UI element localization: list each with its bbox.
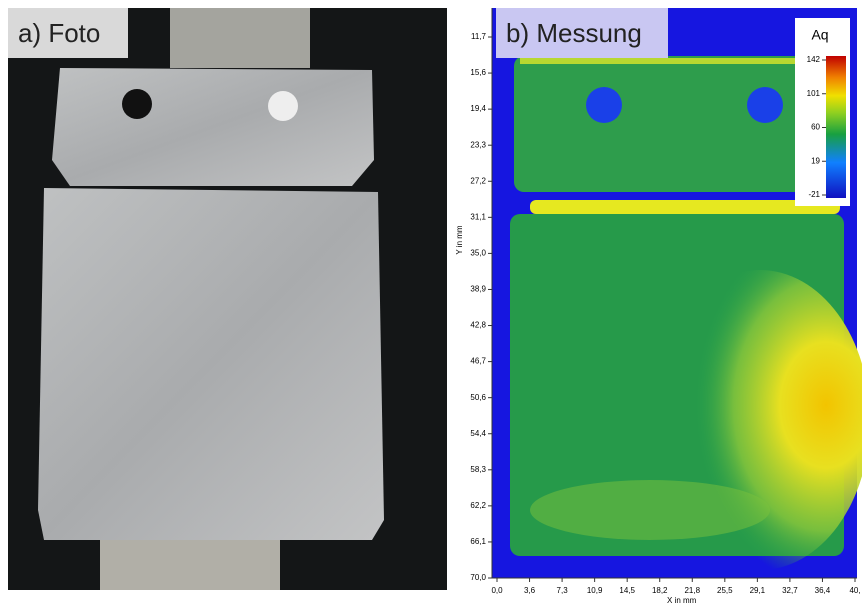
x-tick-label: 7,3	[557, 586, 569, 595]
y-tick-label: 23,3	[470, 140, 486, 149]
y-tick-label: 11,7	[471, 32, 487, 41]
y-tick-label: 42,8	[470, 321, 486, 330]
y-tick-label: 50,6	[470, 393, 486, 402]
x-tick-label: 3,6	[524, 586, 536, 595]
colorbar-title: Aq	[811, 27, 828, 43]
figure: a) Foto b) Messung Aq X in mm Y in mm 11…	[0, 0, 862, 606]
y-tick-label: 15,6	[470, 68, 486, 77]
y-tick-label: 66,1	[470, 537, 486, 546]
x-tick-label: 40,	[849, 586, 860, 595]
y-tick-label: 46,7	[470, 357, 486, 366]
colorbar-tick-label: 19	[811, 156, 820, 165]
y-tick-label: 58,3	[470, 465, 486, 474]
x-axis-title: X in mm	[667, 596, 697, 605]
y-tick-label: 27,2	[470, 176, 486, 185]
x-tick-label: 10,9	[587, 586, 603, 595]
y-tick-label: 35,0	[470, 249, 486, 258]
photo: a) Foto	[8, 8, 447, 590]
colorbar-tick-label: 60	[811, 123, 820, 132]
heatmap: b) Messung Aq X in mm Y in mm	[455, 8, 862, 605]
x-tick-label: 18,2	[652, 586, 668, 595]
y-tick-label: 31,1	[470, 212, 486, 221]
colorbar-tick-label: -21	[808, 190, 820, 199]
x-tick-label: 14,5	[619, 586, 635, 595]
panel-label: b) Messung	[506, 18, 642, 48]
colorbar-tick-label: 142	[807, 55, 821, 64]
x-tick-label: 32,7	[782, 586, 798, 595]
x-tick-label: 29,1	[750, 586, 766, 595]
x-tick-label: 0,0	[491, 586, 503, 595]
y-axis-title: Y in mm	[455, 225, 464, 255]
y-tick-label: 70,0	[470, 573, 486, 582]
x-tick-label: 21,8	[684, 586, 700, 595]
x-tick-label: 25,5	[717, 586, 733, 595]
y-tick-label: 19,4	[470, 104, 486, 113]
colorbar	[826, 56, 846, 198]
y-tick-label: 54,4	[470, 429, 486, 438]
x-tick-label: 36,4	[815, 586, 831, 595]
panel-label: a) Foto	[18, 18, 100, 48]
y-tick-label: 62,2	[470, 501, 486, 510]
y-tick-label: 38,9	[470, 285, 486, 294]
colorbar-tick-label: 101	[807, 89, 821, 98]
